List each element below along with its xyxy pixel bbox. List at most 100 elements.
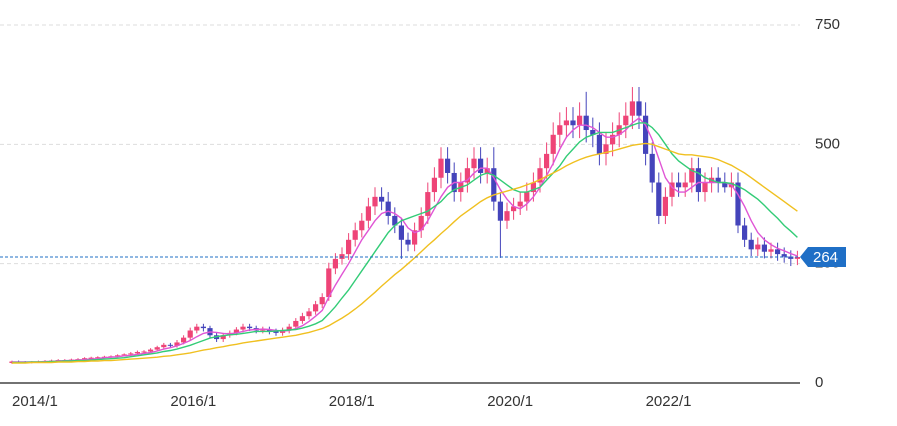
candle-body [781, 254, 787, 257]
candle-body [418, 215, 424, 231]
candle-body [471, 158, 477, 169]
candle-body [511, 206, 517, 212]
candle-body [550, 134, 556, 154]
candle-body [398, 225, 404, 240]
candle-body [313, 304, 319, 312]
candle-body [577, 115, 583, 126]
candle-body [742, 225, 748, 240]
candle-body [445, 158, 451, 173]
moving-average-line [12, 142, 798, 364]
candle-body [167, 344, 173, 346]
candle-body [148, 349, 154, 352]
candle-body [656, 182, 662, 216]
candle-body [676, 182, 682, 188]
candle-body [431, 177, 437, 193]
candle-body [794, 256, 800, 259]
candle-body [405, 239, 411, 245]
candle-body [748, 239, 754, 250]
last-value-label: 264 [813, 249, 838, 266]
y-tick-label: 500 [815, 135, 840, 152]
candle-body [761, 244, 767, 252]
candle-body [385, 201, 391, 216]
candle-body [590, 130, 596, 135]
candle-body [610, 134, 616, 145]
candle-body [623, 115, 629, 126]
candle-body [352, 230, 358, 240]
x-tick-label: 2018/1 [329, 393, 375, 410]
candle-body [438, 158, 444, 178]
candle-body [603, 144, 609, 154]
candle-body [570, 120, 576, 126]
candle-body [128, 353, 134, 355]
candle-body [643, 115, 649, 154]
candle-body [755, 244, 761, 250]
candle-body [702, 182, 708, 193]
x-tick-label: 2014/1 [12, 393, 58, 410]
candle-body [82, 358, 88, 360]
candle-body [722, 182, 728, 188]
candle-body [517, 201, 523, 207]
y-tick-label: 0 [815, 374, 823, 391]
candle-body [200, 326, 206, 329]
candle-body [392, 215, 398, 226]
candle-body [596, 134, 602, 154]
candle-body [293, 320, 299, 327]
moving-average-line [12, 117, 798, 363]
candle-body [695, 168, 701, 193]
candle-body [187, 330, 193, 338]
candle-body [464, 168, 470, 183]
x-tick-label: 2020/1 [487, 393, 533, 410]
candle-body [412, 230, 418, 245]
candle-body [174, 342, 180, 346]
candle-body [365, 206, 371, 221]
candle-body [478, 158, 484, 173]
candle-body [121, 354, 127, 356]
x-tick-label: 2016/1 [170, 393, 216, 410]
candle-body [715, 177, 721, 183]
candle-body [768, 249, 774, 252]
candle-body [332, 258, 338, 269]
candle-body [306, 311, 312, 317]
candle-body [775, 249, 781, 255]
candle-body [273, 331, 279, 333]
candle-body [286, 326, 292, 331]
candle-body [636, 101, 642, 116]
candle-body [497, 201, 503, 221]
candle-body [181, 337, 187, 343]
candle-body [735, 182, 741, 226]
candle-body [141, 351, 147, 353]
candle-body [220, 335, 226, 340]
candle-body [583, 115, 589, 131]
candle-body [491, 168, 497, 202]
moving-average-line [12, 122, 798, 364]
candle-body [233, 329, 239, 333]
candle-body [134, 351, 140, 354]
candle-body [537, 168, 543, 183]
candle-body [530, 182, 536, 193]
candle-body [379, 196, 385, 202]
candle-body [161, 344, 167, 348]
candle-body [662, 196, 668, 216]
candle-body [95, 357, 101, 359]
candle-body [484, 168, 490, 173]
candle-body [266, 329, 272, 332]
candle-body [524, 192, 530, 202]
candle-body [326, 268, 332, 298]
candle-body [115, 355, 121, 357]
candle-body [544, 153, 550, 169]
candle-body [154, 347, 160, 350]
candle-body [425, 192, 431, 216]
candle-body [788, 256, 794, 259]
last-value-tag [800, 246, 846, 267]
x-tick-label: 2022/1 [646, 393, 692, 410]
candle-body [689, 168, 695, 183]
candle-body [629, 101, 635, 116]
candle-body [299, 316, 305, 321]
candle-body [682, 182, 688, 188]
candle-body [194, 326, 200, 331]
candle-body [504, 211, 510, 221]
candle-body [319, 297, 325, 305]
candle-body [88, 357, 94, 359]
candle-body [346, 239, 352, 255]
